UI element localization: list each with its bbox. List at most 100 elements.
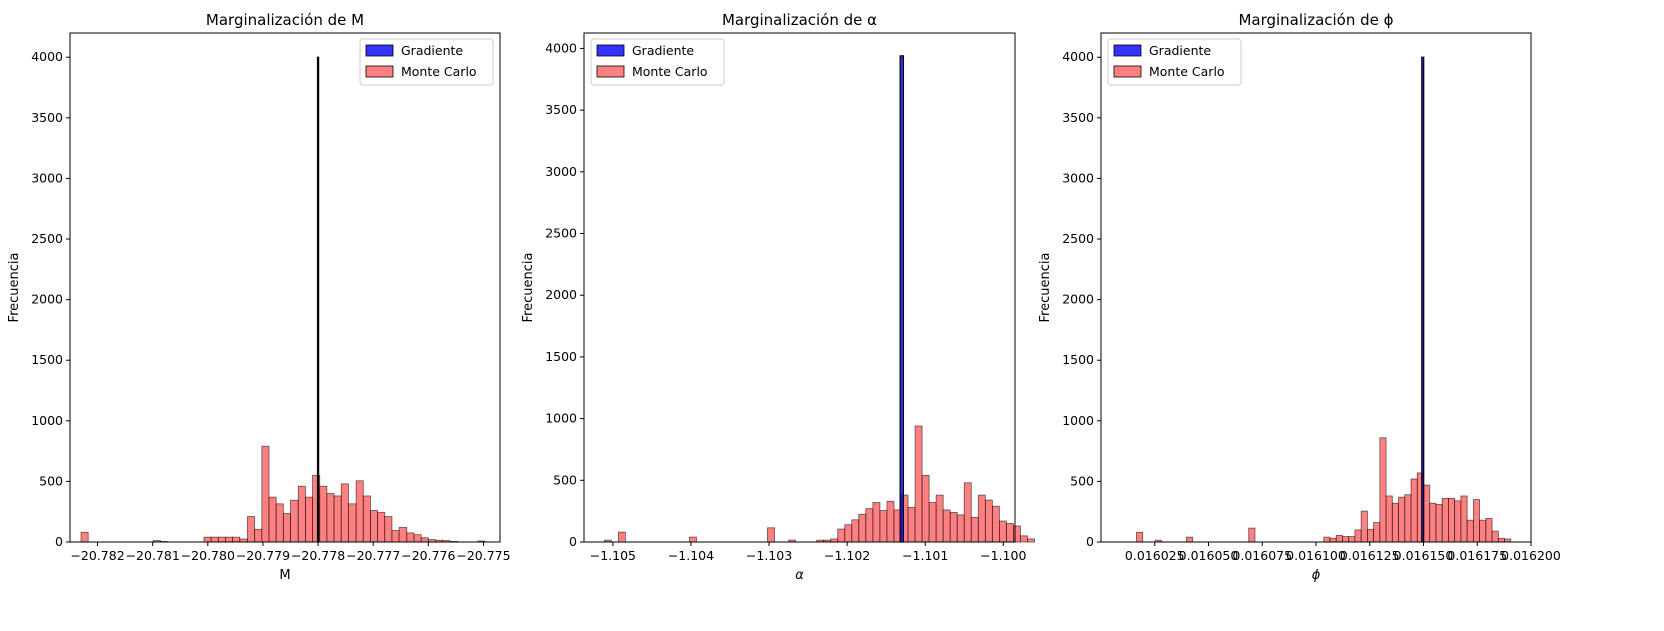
y-axis-label: Frecuencia	[7, 253, 22, 323]
gradiente-bar	[1421, 56, 1425, 543]
monte-carlo-bar	[398, 527, 408, 543]
x-axis-label: ϕ	[1312, 568, 1321, 583]
axes-frame	[583, 32, 1016, 543]
y-tick-label: 1000	[31, 413, 63, 428]
legend-label: Gradiente	[1149, 43, 1211, 58]
y-tick-label: 1500	[31, 352, 63, 367]
monte-carlo-bar	[1479, 519, 1487, 543]
monte-carlo-bar	[1385, 495, 1393, 543]
monte-carlo-bar	[1373, 522, 1381, 543]
legend-swatch	[365, 65, 394, 78]
y-tick-label: 2500	[31, 231, 63, 246]
monte-carlo-bar	[340, 483, 349, 543]
monte-carlo-bar	[333, 495, 342, 543]
monte-carlo-bar	[928, 502, 937, 543]
monte-carlo-bar	[355, 480, 364, 543]
gradiente-bar	[316, 56, 320, 543]
monte-carlo-bar	[1398, 496, 1406, 543]
monte-carlo-bar	[886, 500, 895, 543]
monte-carlo-bar	[991, 505, 1000, 543]
y-tick-label: 3000	[1062, 170, 1094, 185]
legend-label: Monte Carlo	[632, 64, 708, 79]
chart-panel-3: 0 500 1000 1500 2000 2500 3000 3500 4000 0.016025…	[1038, 11, 1561, 583]
monte-carlo-bar	[879, 510, 888, 543]
x-tick-label: −1.105	[590, 548, 636, 563]
x-tick-label: −1.102	[824, 548, 870, 563]
monte-carlo-bar	[80, 531, 89, 543]
chart-panel-2: 0 500 1000 1500 2000 2500 3000 3500 4000 −1.105 −1…	[521, 11, 1035, 583]
monte-carlo-bar	[1466, 519, 1474, 543]
y-tick-label: 3500	[545, 102, 577, 117]
y-tick-label: 3500	[1062, 110, 1094, 125]
monte-carlo-bar	[1448, 497, 1456, 543]
monte-carlo-bar	[1006, 523, 1014, 543]
monte-carlo-bar	[1497, 537, 1505, 543]
y-tick-label: 4000	[545, 40, 577, 55]
monte-carlo-bar	[921, 474, 930, 543]
monte-carlo-bar	[203, 536, 212, 543]
legend-label: Gradiente	[401, 43, 463, 58]
axes-frame	[1100, 32, 1532, 543]
y-tick-label: 2000	[1062, 292, 1094, 307]
legend: Gradiente Monte Carlo	[1107, 38, 1242, 86]
y-tick-label: 0	[55, 534, 63, 549]
legend-label: Monte Carlo	[1149, 64, 1225, 79]
x-tick-label: −1.103	[746, 548, 792, 563]
monte-carlo-bar	[217, 536, 226, 543]
monte-carlo-bar	[1185, 536, 1193, 543]
y-tick-label: 500	[39, 473, 63, 488]
monte-carlo-bar	[949, 511, 958, 543]
monte-carlo-bar	[1354, 529, 1362, 543]
monte-carlo-bar	[1335, 534, 1343, 543]
monte-carlo-bar	[1379, 437, 1387, 543]
x-tick-label: −20.775	[456, 548, 510, 563]
y-tick-label: 500	[1070, 473, 1094, 488]
monte-carlo-bar	[420, 537, 429, 543]
x-tick-label: 0.016150	[1394, 548, 1454, 563]
y-tick-label: 500	[553, 472, 577, 487]
monte-carlo-bar	[1472, 499, 1481, 543]
y-axis-label: Frecuencia	[521, 253, 536, 323]
monte-carlo-bar	[617, 531, 626, 543]
monte-carlo-bar	[1013, 525, 1021, 543]
monte-carlo-bar	[914, 425, 923, 543]
x-tick-label: −20.782	[70, 548, 124, 563]
monte-carlo-bar	[977, 494, 986, 543]
y-tick-label: 0	[569, 534, 577, 549]
monte-carlo-bar	[370, 510, 379, 543]
monte-carlo-bar	[210, 536, 219, 543]
monte-carlo-bar	[247, 516, 256, 543]
y-tick-label: 2000	[31, 292, 63, 307]
legend: Gradiente Monte Carlo	[590, 38, 725, 86]
legend: Gradiente Monte Carlo	[359, 38, 494, 86]
x-tick-label: −20.776	[401, 548, 455, 563]
chart-title: Marginalización de α	[722, 11, 877, 29]
monte-carlo-bar	[963, 482, 972, 543]
monte-carlo-bar	[858, 513, 867, 543]
monte-carlo-bar	[1391, 502, 1399, 543]
y-tick-label: 2500	[545, 226, 577, 241]
monte-carlo-bar	[1441, 497, 1449, 543]
legend-label: Monte Carlo	[401, 64, 477, 79]
monte-carlo-bar	[362, 495, 371, 543]
monte-carlo-bar	[282, 513, 291, 543]
monte-carlo-bar	[1329, 537, 1337, 543]
monte-carlo-bar	[261, 445, 270, 543]
monte-carlo-bar	[225, 536, 234, 543]
monte-carlo-bar	[1423, 484, 1431, 543]
monte-carlo-bar	[1348, 536, 1356, 543]
y-tick-label: 1000	[545, 411, 577, 426]
x-tick-label: −1.104	[668, 548, 714, 563]
monte-carlo-bar	[1454, 500, 1462, 543]
x-tick-label: −20.779	[236, 548, 290, 563]
monte-carlo-bar	[942, 509, 951, 543]
monte-carlo-bar	[837, 528, 846, 543]
monte-carlo-bar	[1020, 535, 1028, 543]
y-tick-label: 3000	[31, 170, 63, 185]
monte-carlo-bar	[1404, 494, 1412, 543]
monte-carlo-bar	[767, 527, 775, 543]
axes-frame	[69, 32, 501, 543]
x-tick-label: −1.100	[980, 548, 1026, 563]
monte-carlo-bar	[851, 519, 860, 543]
chart-panel-1: 05001000150020002500300035004000−20.782−…	[7, 11, 511, 583]
